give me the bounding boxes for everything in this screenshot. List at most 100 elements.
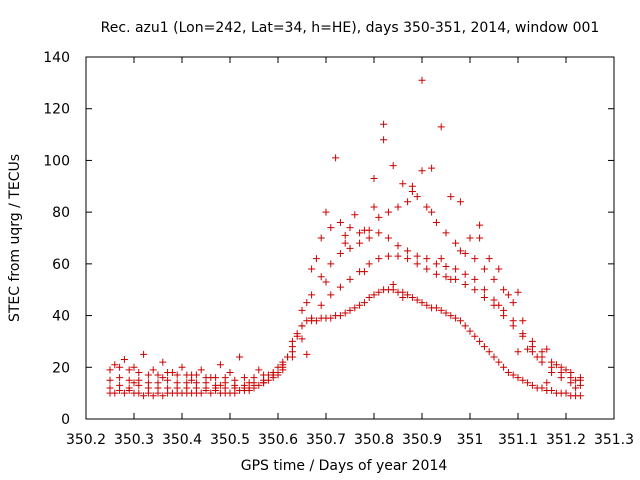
data-point [528, 337, 536, 345]
data-point [557, 363, 565, 371]
data-point [154, 379, 162, 387]
data-point [500, 306, 508, 314]
data-point [495, 265, 503, 273]
data-point [269, 368, 277, 376]
data-point [538, 348, 546, 356]
data-point [197, 389, 205, 397]
data-point [471, 332, 479, 340]
data-point [413, 193, 421, 201]
data-point [413, 252, 421, 260]
data-point [125, 384, 133, 392]
data-point [346, 244, 354, 252]
data-point [476, 337, 484, 345]
x-axis-title: GPS time / Days of year 2014 [241, 458, 448, 474]
data-point [495, 301, 503, 309]
data-point [423, 265, 431, 273]
data-point [356, 229, 364, 237]
y-tick-label: 100 [43, 153, 70, 169]
data-point [120, 389, 128, 397]
data-point [562, 366, 570, 374]
data-point [495, 358, 503, 366]
data-point [384, 252, 392, 260]
data-point [135, 368, 143, 376]
x-tick-label: 351.1 [498, 432, 538, 448]
data-point [447, 312, 455, 320]
y-axis-ticks: 0 20 40 60 80 100 120 140 [43, 50, 614, 428]
data-point [519, 376, 527, 384]
data-point [298, 335, 306, 343]
data-point [341, 309, 349, 317]
data-point [423, 255, 431, 263]
data-point [514, 288, 522, 296]
data-point [288, 337, 296, 345]
data-point [404, 247, 412, 255]
x-tick-label: 350.2 [66, 432, 106, 448]
data-point [480, 343, 488, 351]
data-point [327, 260, 335, 268]
data-point [384, 208, 392, 216]
data-point [504, 368, 512, 376]
y-tick-label: 40 [52, 309, 70, 325]
data-point [572, 376, 580, 384]
data-point [149, 392, 157, 400]
data-point [351, 211, 359, 219]
x-tick-label: 350.9 [402, 432, 442, 448]
data-point [356, 239, 364, 247]
data-point [418, 76, 426, 84]
data-point [164, 376, 172, 384]
data-point [480, 286, 488, 294]
data-point [442, 229, 450, 237]
data-point [504, 291, 512, 299]
y-tick-label: 0 [61, 412, 70, 428]
data-point [461, 270, 469, 278]
x-tick-label: 350.5 [210, 432, 250, 448]
data-point [274, 371, 282, 379]
data-point [476, 221, 484, 229]
data-point [404, 255, 412, 263]
x-tick-label: 350.4 [162, 432, 202, 448]
data-point [466, 234, 474, 242]
data-point [452, 265, 460, 273]
x-tick-label: 350.3 [114, 432, 154, 448]
data-point [284, 353, 292, 361]
x-axis-ticks: 350.2 350.3 350.4 350.5 350.6 350.7 350.8 350.9… [66, 57, 634, 448]
data-point [485, 255, 493, 263]
data-point [360, 268, 368, 276]
data-point [394, 203, 402, 211]
data-point [442, 273, 450, 281]
data-point [149, 366, 157, 374]
data-point [197, 366, 205, 374]
data-point [216, 381, 224, 389]
data-point [456, 317, 464, 325]
data-point [144, 371, 152, 379]
data-point [188, 376, 196, 384]
data-point [346, 224, 354, 232]
data-point [452, 239, 460, 247]
data-point [404, 198, 412, 206]
data-point [466, 327, 474, 335]
data-point [500, 363, 508, 371]
data-point [236, 353, 244, 361]
data-point [327, 291, 335, 299]
data-point [351, 304, 359, 312]
data-point [509, 371, 517, 379]
data-point [303, 299, 311, 307]
data-point [116, 381, 124, 389]
data-point [336, 312, 344, 320]
data-point [572, 384, 580, 392]
x-tick-label: 351 [457, 432, 484, 448]
data-point [250, 374, 258, 382]
data-point [543, 345, 551, 353]
data-point [375, 213, 383, 221]
data-point [394, 252, 402, 260]
data-point [418, 167, 426, 175]
data-point [389, 162, 397, 170]
data-point [125, 376, 133, 384]
data-point [471, 255, 479, 263]
data-point [437, 255, 445, 263]
data-point [380, 120, 388, 128]
data-point [130, 379, 138, 387]
data-point [159, 392, 167, 400]
y-tick-label: 120 [43, 102, 70, 118]
data-point [432, 270, 440, 278]
